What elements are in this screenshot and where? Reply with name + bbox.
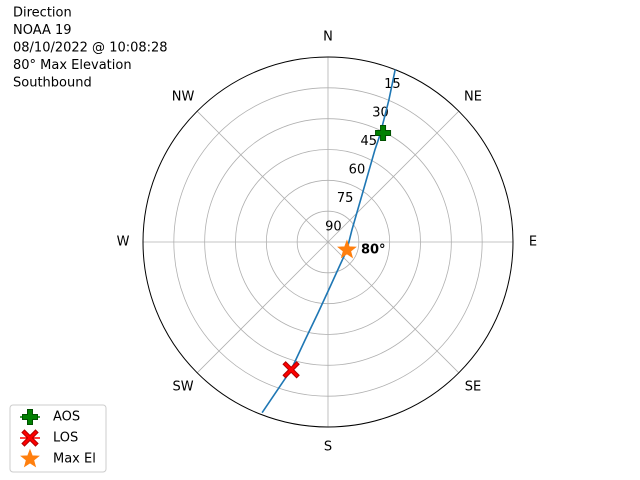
value-label: 80° [361, 242, 386, 257]
title-line: NOAA 19 [13, 23, 72, 38]
title-line: 80° Max Elevation [13, 58, 132, 73]
direction-label: N [323, 30, 333, 45]
marker-x [282, 361, 300, 379]
legend-label: LOS [53, 431, 78, 446]
legend: AOS LOS Max El [9, 404, 107, 473]
elevation-label: 60 [349, 163, 366, 178]
elevation-label: 75 [337, 191, 354, 206]
elevation-label: 45 [360, 134, 377, 149]
legend-label: Max El [53, 452, 96, 467]
grid-spoke [327, 110, 460, 243]
legend-label: AOS [53, 410, 80, 425]
marker-plus [375, 125, 392, 142]
legend-box [9, 404, 107, 473]
title-line: Direction [13, 6, 72, 21]
direction-label: W [117, 235, 130, 250]
marker-x [21, 429, 39, 447]
marker-star [337, 239, 357, 259]
direction-label: E [529, 235, 537, 250]
marker-star [20, 448, 40, 468]
title-line: 08/10/2022 @ 10:08:28 [13, 41, 168, 56]
outer-frame [142, 56, 514, 428]
elevation-label: 90 [325, 220, 342, 235]
direction-label: SW [172, 379, 193, 394]
direction-label: SE [465, 379, 481, 394]
title-line: Southbound [13, 76, 92, 91]
marker-plus [22, 409, 38, 425]
grid-spoke [196, 110, 329, 243]
grid-spoke [196, 241, 329, 374]
direction-label: NE [464, 90, 482, 105]
grid-spoke [327, 241, 460, 374]
direction-label: NW [172, 90, 195, 105]
direction-label: S [324, 440, 332, 455]
